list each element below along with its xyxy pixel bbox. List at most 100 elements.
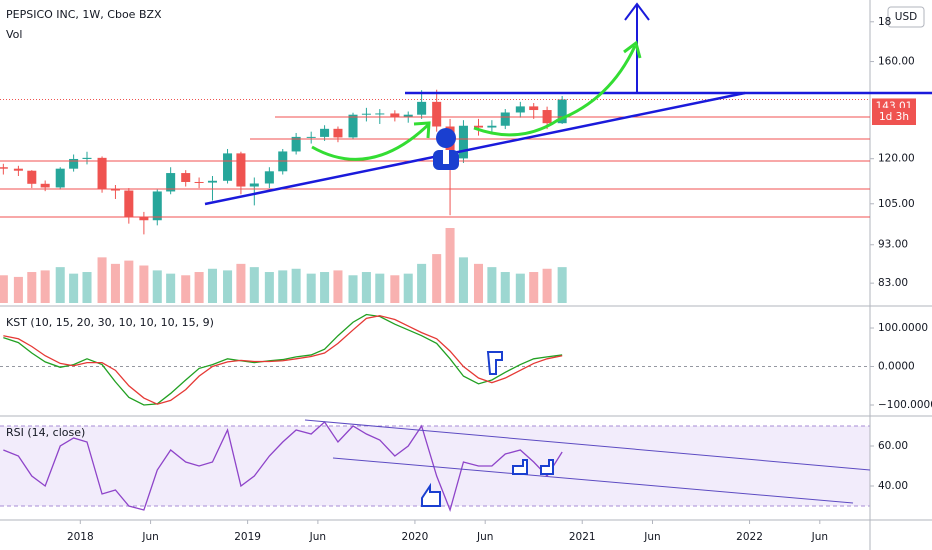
volume-bar xyxy=(55,267,65,303)
green-arrow-head xyxy=(413,121,431,139)
countdown: 1d 3h xyxy=(879,111,909,123)
x-tick-label: 2019 xyxy=(234,531,261,543)
y-tick-label: 93.00 xyxy=(878,239,908,251)
volume-bar xyxy=(278,270,288,303)
indicator-line xyxy=(3,421,563,513)
volume-bar xyxy=(333,270,343,303)
drawings xyxy=(0,2,932,504)
volume-title: Vol xyxy=(6,28,22,41)
rsi-channel xyxy=(304,419,871,471)
y-tick-label: 40.00 xyxy=(878,480,908,492)
hand-icons xyxy=(421,351,554,507)
candle-body xyxy=(348,114,358,138)
green-arrow xyxy=(557,45,637,122)
candle-body xyxy=(557,99,567,124)
currency-badge[interactable]: USD xyxy=(887,6,925,28)
volume-bar xyxy=(361,272,371,303)
green-arrow xyxy=(473,118,559,137)
volume-bar xyxy=(306,273,316,303)
candle-body xyxy=(375,113,385,115)
volume-bar xyxy=(529,272,539,303)
volume-bar xyxy=(236,263,246,303)
volume-bar xyxy=(348,275,358,303)
hand-icon xyxy=(421,482,441,507)
badge-bg xyxy=(872,108,916,125)
volume-bar xyxy=(166,273,176,303)
candle-body xyxy=(390,113,400,117)
volume-bar xyxy=(264,272,274,303)
candle-body xyxy=(403,114,413,117)
candle-body xyxy=(291,136,301,152)
volume-bar xyxy=(473,263,484,303)
candle-body xyxy=(500,112,510,126)
candle-body xyxy=(13,168,23,171)
volume-bar xyxy=(458,257,468,303)
y-tick-label: 83.00 xyxy=(878,277,908,289)
candle-body xyxy=(69,158,79,169)
y-tick-label: 0.0000 xyxy=(878,361,915,373)
trend-line xyxy=(204,91,746,206)
candle-body xyxy=(152,191,162,221)
x-tick-label: 2021 xyxy=(569,531,596,543)
x-tick-label: 2022 xyxy=(736,531,763,543)
candle-body xyxy=(139,217,149,221)
volume-bar xyxy=(487,267,497,303)
currency[interactable]: USD xyxy=(895,11,917,23)
candle-body xyxy=(97,157,107,189)
candle-body xyxy=(27,170,37,184)
hand-icon xyxy=(540,459,554,475)
volume-bar xyxy=(249,267,259,303)
candle-body xyxy=(458,125,468,159)
kst-title: KST (10, 15, 20, 30, 10, 10, 10, 15, 9) xyxy=(6,316,214,329)
green-arrow-head xyxy=(623,40,642,59)
volume-bar xyxy=(417,263,427,303)
volume-bar xyxy=(223,270,233,303)
volume-bar xyxy=(139,265,149,303)
candle-body xyxy=(124,190,134,218)
volume-bar xyxy=(403,273,413,303)
candle-body xyxy=(0,167,8,169)
volume-bar xyxy=(124,260,134,303)
x-tick-label: Jun xyxy=(476,531,493,543)
volume-bar xyxy=(82,272,92,303)
candle-body xyxy=(473,125,484,128)
candle-body xyxy=(223,153,233,181)
candle-body xyxy=(264,171,274,184)
x-tick-label: Jun xyxy=(309,531,326,543)
candle-body xyxy=(487,125,497,128)
hand-icon xyxy=(512,459,528,475)
y-tick-label: 105.00 xyxy=(878,198,915,210)
candle-body xyxy=(166,173,176,192)
volume-bar xyxy=(375,273,385,303)
volume-bar xyxy=(500,272,510,303)
x-tick-label: 2020 xyxy=(402,531,429,543)
volume-bar xyxy=(390,275,400,303)
x-tick-label: Jun xyxy=(811,531,828,543)
volume-bar xyxy=(110,263,120,303)
x-tick-label: Jun xyxy=(141,531,158,543)
volume-bar xyxy=(557,267,567,303)
y-tick-label: 18 xyxy=(878,16,891,28)
rsi-title: RSI (14, close) xyxy=(6,426,85,439)
green-arrow xyxy=(311,123,430,161)
y-tick-label: 160.00 xyxy=(878,56,915,68)
volume-bar xyxy=(194,272,204,303)
volume-bar xyxy=(207,268,217,303)
candle-body xyxy=(236,153,246,187)
candle-body xyxy=(529,106,539,111)
candle-body xyxy=(249,183,259,187)
volume-bar xyxy=(181,275,191,303)
y-tick-label: 60.00 xyxy=(878,440,908,452)
volume-bar xyxy=(515,273,525,303)
volume-bar xyxy=(320,272,330,303)
y-tick-label: 120.00 xyxy=(878,153,915,165)
candle-body xyxy=(320,128,330,137)
target-arrow-head xyxy=(624,2,650,21)
x-tick-label: Jun xyxy=(643,531,660,543)
volume-bar xyxy=(432,254,442,303)
volume-bar xyxy=(291,268,301,303)
badge-bg xyxy=(887,6,925,28)
x-tick-label: 2018 xyxy=(67,531,94,543)
